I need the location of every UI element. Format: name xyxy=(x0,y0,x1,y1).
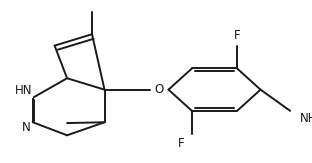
Text: F: F xyxy=(234,29,241,42)
Text: NH₂: NH₂ xyxy=(300,112,312,126)
Text: HN: HN xyxy=(15,84,32,97)
Text: O: O xyxy=(154,83,164,96)
Text: N: N xyxy=(22,121,30,134)
Text: F: F xyxy=(178,137,184,150)
